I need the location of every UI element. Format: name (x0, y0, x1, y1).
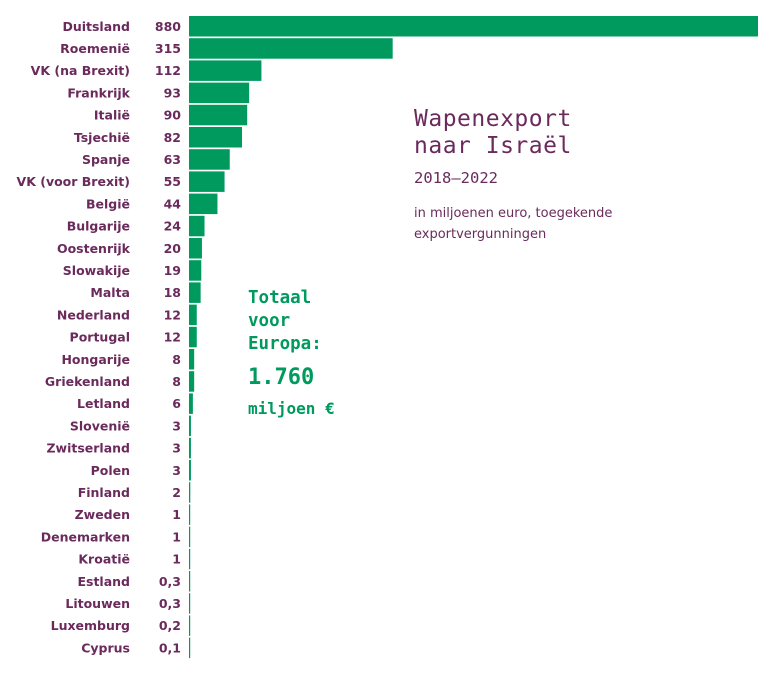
bar-4 (189, 104, 248, 126)
value-label-3: 93 (164, 85, 181, 100)
category-label-27: Luxemburg (51, 618, 130, 633)
value-label-8: 44 (164, 196, 182, 211)
bar-1 (189, 38, 393, 59)
bar-13 (189, 304, 197, 326)
bar-7 (189, 171, 225, 192)
value-label-16: 8 (172, 374, 181, 389)
category-label-21: Finland (78, 485, 130, 500)
value-label-18: 3 (172, 418, 181, 433)
category-label-5: Tsjechië (74, 130, 130, 145)
value-label-1: 315 (155, 41, 181, 56)
bar-15 (189, 349, 195, 370)
category-label-14: Portugal (70, 330, 130, 345)
value-label-20: 3 (172, 463, 181, 478)
value-label-22: 1 (172, 507, 181, 522)
total-label-line-3: Europa: (248, 334, 322, 354)
category-label-24: Kroatië (78, 552, 130, 567)
bar-11 (189, 260, 202, 281)
total-unit: miljoen € (248, 399, 335, 418)
category-label-26: Litouwen (65, 596, 130, 611)
value-label-21: 2 (172, 485, 181, 500)
chart-subtitle: in miljoenen euro, toegekende exportverg… (414, 206, 613, 242)
bar-12 (189, 282, 201, 303)
bar-9 (189, 215, 205, 237)
category-label-11: Slowakije (63, 263, 130, 278)
category-label-17: Letland (77, 396, 130, 411)
bar-17 (189, 393, 193, 414)
value-label-26: 0,3 (159, 596, 181, 611)
bar-21 (189, 482, 191, 503)
bar-5 (189, 127, 243, 148)
bar-0 (189, 16, 758, 37)
category-label-4: Italië (94, 108, 130, 123)
category-label-13: Nederland (57, 307, 130, 322)
value-label-25: 0,3 (159, 574, 181, 589)
category-label-28: Cyprus (81, 640, 130, 655)
category-label-20: Polen (91, 463, 130, 478)
value-label-10: 20 (164, 241, 182, 256)
chart-years: 2018–2022 (414, 169, 498, 187)
category-label-9: Bulgarije (67, 219, 130, 234)
value-label-15: 8 (172, 352, 181, 367)
value-label-11: 19 (164, 263, 181, 278)
bar-27 (189, 615, 191, 636)
title-line-1: Wapenexport (414, 106, 572, 132)
bar-26 (189, 593, 191, 614)
bar-8 (189, 193, 218, 215)
bar-10 (189, 238, 202, 259)
total-label-line-1: Totaal (248, 288, 312, 308)
value-label-19: 3 (172, 441, 181, 456)
value-label-13: 12 (164, 307, 181, 322)
value-label-0: 880 (155, 19, 181, 34)
bar-24 (189, 548, 191, 570)
bar-18 (189, 415, 191, 437)
value-label-27: 0,2 (159, 618, 181, 633)
category-label-18: Slovenië (70, 418, 130, 433)
category-label-23: Denemarken (41, 529, 130, 544)
category-label-1: Roemenië (60, 41, 130, 56)
category-label-19: Zwitserland (46, 441, 130, 456)
bar-20 (189, 460, 191, 481)
bar-16 (189, 371, 195, 392)
category-label-6: Spanje (82, 152, 130, 167)
category-label-10: Oostenrijk (57, 241, 131, 256)
value-label-14: 12 (164, 330, 181, 345)
category-label-16: Griekenland (45, 374, 130, 389)
value-label-5: 82 (164, 130, 181, 145)
category-label-22: Zweden (75, 507, 130, 522)
bar-22 (189, 504, 191, 525)
total-label: Totaal voor Europa: (248, 287, 322, 356)
total-label-line-2: voor (248, 311, 291, 331)
bar-23 (189, 526, 191, 548)
bar-14 (189, 326, 197, 348)
bar-2 (189, 60, 262, 81)
category-label-12: Malta (90, 285, 130, 300)
value-label-7: 55 (164, 174, 181, 189)
category-label-3: Frankrijk (67, 85, 130, 100)
category-label-25: Estland (77, 574, 130, 589)
category-label-8: België (86, 196, 130, 211)
bar-6 (189, 149, 230, 170)
chart-title: Wapenexport naar Israël (414, 106, 572, 160)
bar-28 (189, 637, 191, 659)
title-line-2: naar Israël (414, 133, 572, 159)
bar-3 (189, 82, 250, 104)
category-label-0: Duitsland (62, 19, 130, 34)
bar-19 (189, 437, 191, 459)
category-label-7: VK (voor Brexit) (17, 174, 130, 189)
value-label-28: 0,1 (159, 640, 181, 655)
total-value: 1.760 (248, 365, 315, 390)
value-label-4: 90 (164, 108, 182, 123)
category-label-15: Hongarije (61, 352, 130, 367)
value-label-2: 112 (155, 63, 181, 78)
bar-25 (189, 571, 191, 592)
value-label-12: 18 (164, 285, 181, 300)
value-label-9: 24 (164, 219, 182, 234)
value-label-23: 1 (172, 529, 181, 544)
value-label-17: 6 (172, 396, 181, 411)
category-label-2: VK (na Brexit) (31, 63, 130, 78)
value-label-6: 63 (164, 152, 181, 167)
value-label-24: 1 (172, 552, 181, 567)
